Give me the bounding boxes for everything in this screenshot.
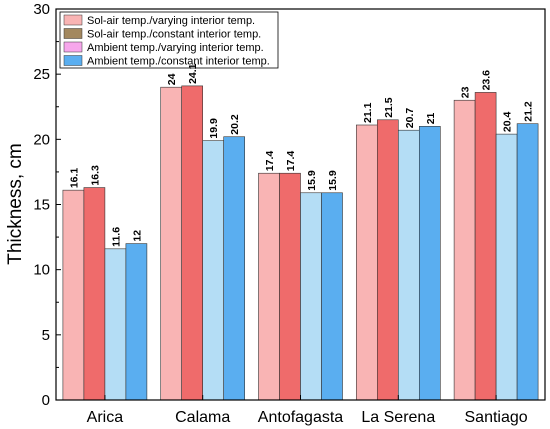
bar-arica-series-3 (104, 248, 127, 401)
bar-antofagasta-series-2 (279, 172, 301, 401)
data-label: 16.3 (89, 165, 101, 186)
legend-swatch-2 (63, 28, 83, 39)
legend-swatch-4 (63, 55, 83, 66)
bar-antofagasta-series-1 (258, 172, 280, 401)
data-label: 21.1 (362, 102, 374, 123)
data-label: 23 (460, 86, 472, 98)
legend: Sol-air temp./varying interior temp. Sol-… (59, 11, 279, 69)
data-label: 21.2 (523, 101, 535, 122)
data-labels-group: 16.1 16.3 11.6 12 24 24.1 19.9 20.2 17.4 17.4 15.9… (68, 63, 534, 247)
y-axis-title: Thickness, cm (5, 143, 26, 264)
legend-label-3: Ambient temp./varying interior temp. (87, 42, 264, 54)
y-tick-label: 10 (33, 262, 50, 279)
data-label: 16.1 (68, 168, 80, 189)
bar-antofagasta-series-3 (300, 192, 322, 401)
bar-santiago-series-1 (453, 99, 476, 401)
bar-arica-series-1 (62, 189, 85, 401)
data-label: 20.2 (229, 114, 241, 135)
data-label: 23.6 (481, 70, 493, 91)
bar-antofagasta-series-4 (321, 192, 343, 401)
y-tick-label: 5 (42, 327, 50, 344)
bar-la-serena-series-3 (397, 129, 420, 401)
data-label: 11.6 (110, 227, 122, 247)
data-label: 21.5 (383, 97, 395, 118)
y-tick-label: 20 (33, 131, 50, 148)
y-tick-label: 30 (33, 1, 50, 18)
data-label: 12 (131, 230, 143, 242)
y-tick-label: 15 (33, 197, 50, 214)
legend-swatch-3 (63, 41, 83, 53)
x-tick-label: Calama (175, 409, 230, 426)
data-label: 17.4 (264, 151, 276, 172)
bar-santiago-series-3 (495, 133, 518, 401)
legend-label-1: Sol-air temp./varying interior temp. (87, 15, 255, 27)
data-label: 17.4 (285, 151, 297, 172)
legend-swatch-1 (63, 14, 83, 26)
legend-label-4: Ambient temp./constant interior temp. (87, 56, 270, 68)
x-tick-label: Santiago (465, 409, 528, 426)
bar-calama-series-2 (181, 85, 203, 401)
bar-la-serena-series-2 (376, 119, 399, 401)
data-label: 15.9 (327, 170, 339, 191)
bar-santiago-series-4 (516, 123, 539, 401)
bar-la-serena-series-4 (418, 126, 441, 401)
legend-box (59, 11, 279, 69)
bar-la-serena-series-1 (355, 124, 378, 401)
bars-group (62, 85, 539, 401)
data-label: 20.4 (502, 112, 514, 133)
x-tick-label: La Serena (361, 409, 435, 426)
y-tick-label: 0 (42, 392, 50, 409)
data-label: 19.9 (208, 118, 220, 139)
bar-calama-series-4 (223, 136, 245, 401)
data-label: 24.1 (187, 63, 199, 84)
data-label: 15.9 (306, 170, 318, 191)
y-axis: 0 5 10 15 20 25 30 (33, 1, 61, 409)
y-tick-label: 25 (33, 66, 50, 83)
bar-santiago-series-2 (474, 92, 497, 401)
bar-arica-series-2 (83, 187, 106, 401)
bar-arica-series-4 (125, 243, 148, 401)
x-axis: Arica Calama Antofagasta La Serena Santiago (87, 395, 528, 426)
data-label: 20.7 (404, 108, 416, 129)
x-tick-label: Arica (87, 409, 124, 426)
bar-calama-series-1 (160, 86, 182, 401)
legend-label-2: Sol-air temp./constant interior temp. (87, 29, 261, 41)
data-label: 24 (166, 73, 178, 85)
data-label: 21 (425, 112, 437, 124)
bar-calama-series-3 (202, 140, 224, 401)
x-tick-label: Antofagasta (258, 409, 344, 426)
